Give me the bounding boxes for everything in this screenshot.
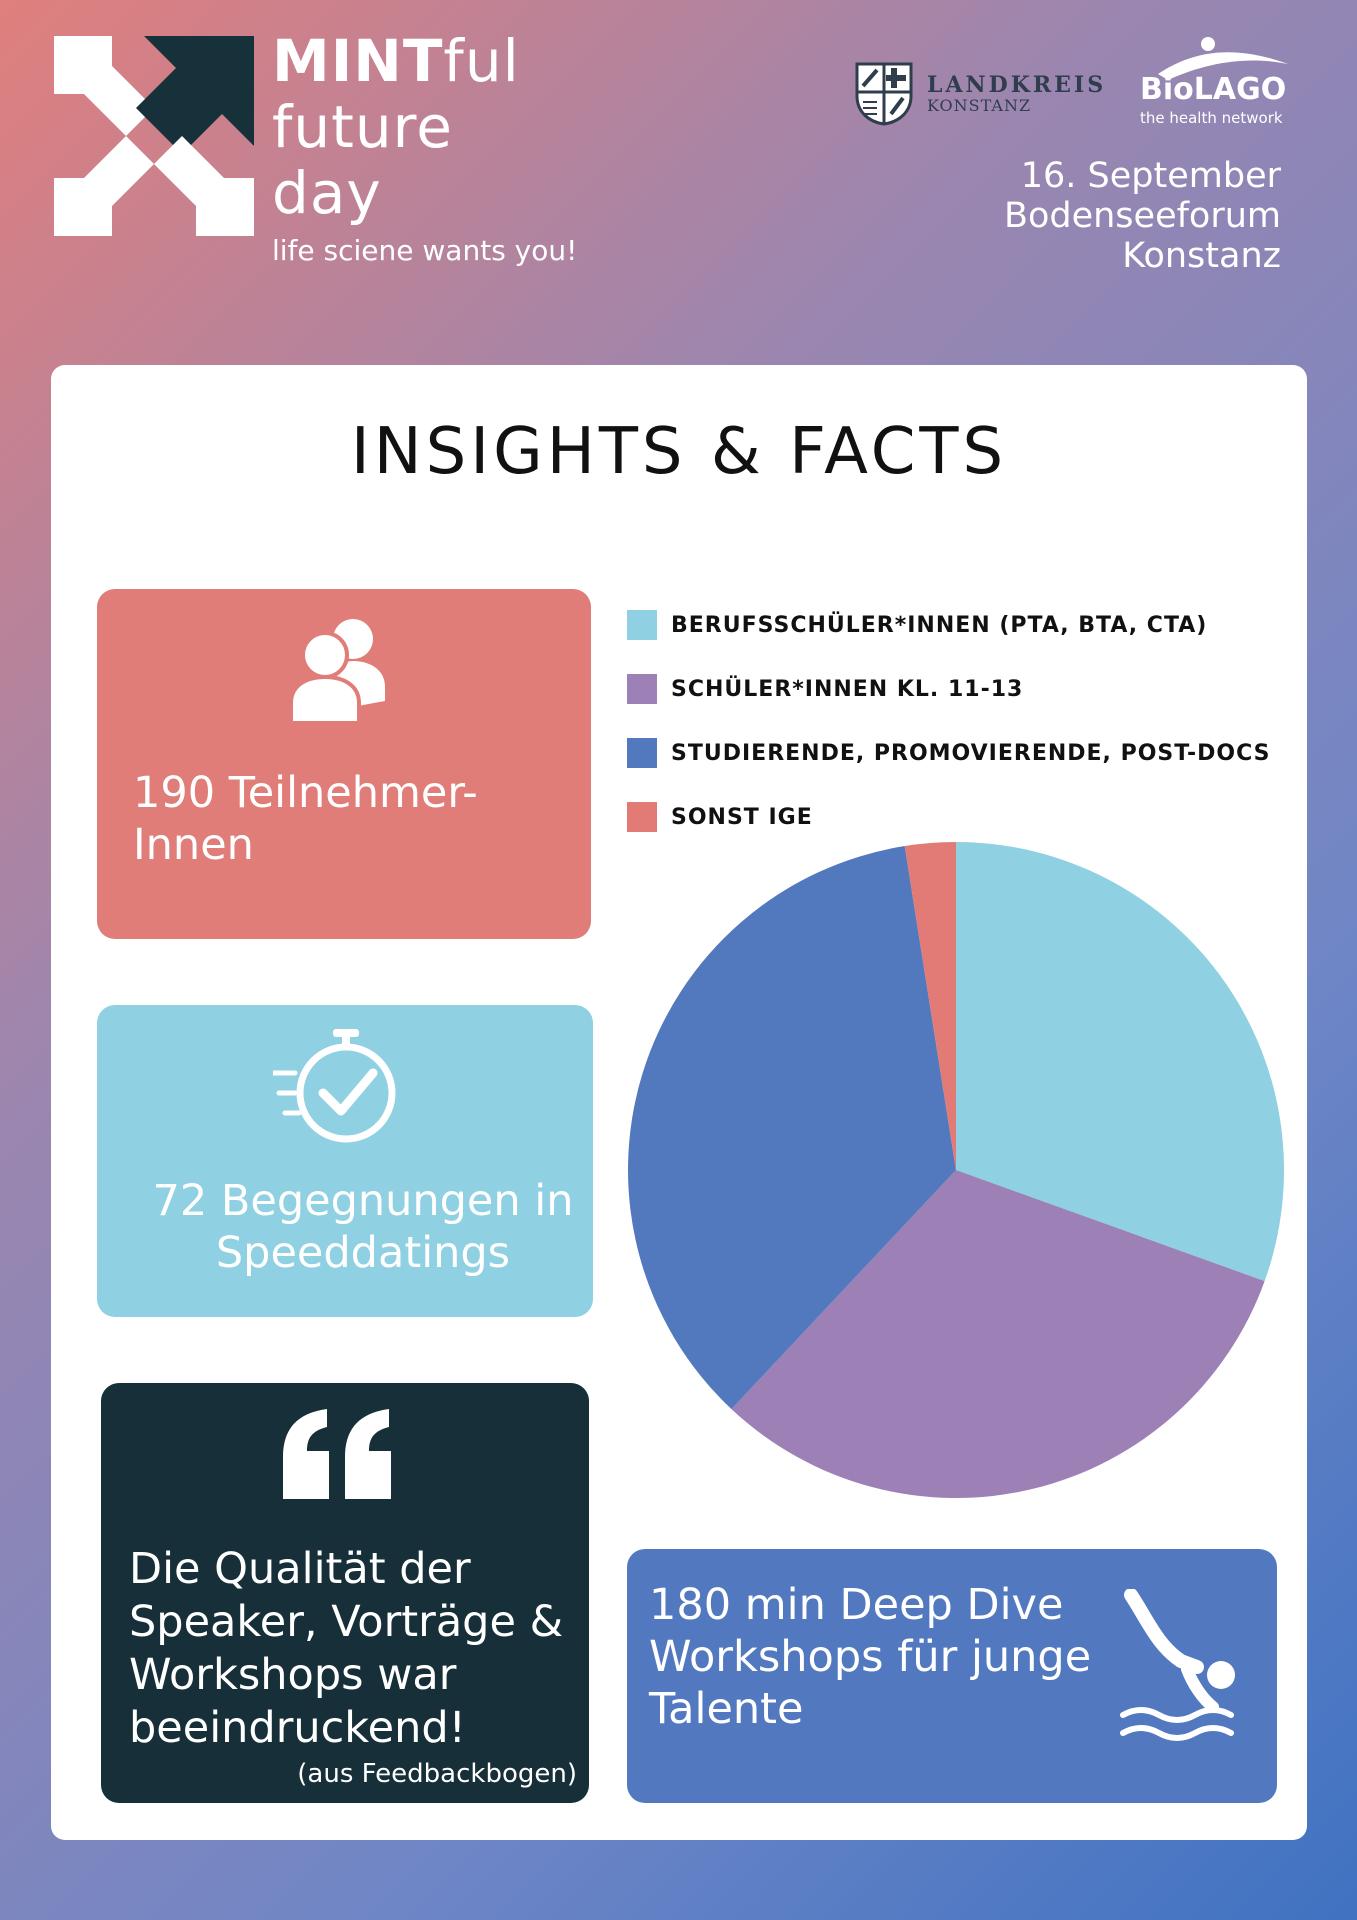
- legend-label-1: SCHÜLER*INNEN KL. 11-13: [671, 676, 1024, 702]
- deepdive-text: 180 min Deep Dive Workshops für junge Ta…: [649, 1580, 1092, 1734]
- legend-item: BERUFSSCHÜLER*INNEN (PTA, BTA, CTA): [627, 593, 1271, 657]
- legend-swatch-2: [627, 738, 657, 768]
- quote-text: Die Qualität der Speaker, Vorträge & Wor…: [129, 1544, 564, 1753]
- pie-slice-0: [956, 842, 1285, 1282]
- participants-box: 190 Teilnehmer-Innen: [97, 589, 591, 939]
- swimmer-logo-icon: [1158, 37, 1288, 80]
- sponsor2-title: BioLAGO: [1140, 72, 1287, 107]
- legend-label-2: STUDIERENDE, PROMOVIERENDE, POST-DOCS: [671, 740, 1271, 766]
- feedback-quote-box: Die Qualität der Speaker, Vorträge & Wor…: [101, 1383, 589, 1803]
- event-date: 16. September: [1020, 156, 1281, 196]
- logo-line-2: future: [272, 93, 453, 161]
- sponsor-landkreis-konstanz: LANDKREIS KONSTANZ: [855, 62, 1106, 126]
- pie-slice-3: [904, 842, 956, 1170]
- logo-tagline: life sciene wants you!: [272, 234, 578, 267]
- pie-slice-1: [731, 1170, 1265, 1498]
- users-icon: [289, 619, 385, 725]
- mintful-logo-icon: [54, 36, 254, 236]
- logo-line-1: MINTful: [272, 27, 520, 95]
- quote-source: (aus Feedbackbogen): [297, 1759, 577, 1789]
- logo-line-3: day: [272, 159, 382, 227]
- quote-mark-icon: [283, 1409, 391, 1499]
- legend-item: SCHÜLER*INNEN KL. 11-13: [627, 657, 1271, 721]
- pie-slice-2: [628, 846, 956, 1410]
- coat-of-arms-icon: [855, 62, 913, 126]
- sponsor-biolago: BioLAGO the health network: [1140, 34, 1310, 127]
- event-venue: Bodenseeforum: [1003, 196, 1281, 236]
- diver-swimmer-icon: [1120, 1589, 1235, 1741]
- legend-label-0: BERUFSSCHÜLER*INNEN (PTA, BTA, CTA): [671, 612, 1208, 638]
- fast-stopwatch-check-icon: [273, 1029, 396, 1143]
- insights-card: INSIGHTS & FACTS 190 Teilnehmer-Innen 72…: [51, 365, 1307, 1840]
- chart-legend: BERUFSSCHÜLER*INNEN (PTA, BTA, CTA) SCHÜ…: [627, 593, 1271, 849]
- card-title: INSIGHTS & FACTS: [350, 415, 1008, 489]
- legend-item: STUDIERENDE, PROMOVIERENDE, POST-DOCS: [627, 721, 1271, 785]
- legend-label-3: SONST IGE: [671, 804, 813, 830]
- event-info: 16. September Bodenseeforum Konstanz: [1004, 156, 1281, 276]
- event-city: Konstanz: [1122, 236, 1281, 276]
- sponsor1-title: LANDKREIS: [927, 72, 1107, 99]
- speeddating-text: 72 Begegnungen in Speeddatings: [152, 1176, 574, 1278]
- pie-chart: [628, 842, 1285, 1498]
- legend-item: SONST IGE: [627, 785, 1271, 849]
- legend-swatch-3: [627, 802, 657, 832]
- deepdive-box: 180 min Deep Dive Workshops für junge Ta…: [627, 1549, 1277, 1803]
- legend-swatch-0: [627, 610, 657, 640]
- sponsor2-subtitle: the health network: [1140, 109, 1283, 127]
- legend-swatch-1: [627, 674, 657, 704]
- participants-text: 190 Teilnehmer-Innen: [133, 768, 478, 870]
- sponsor1-subtitle: KONSTANZ: [927, 96, 1032, 116]
- logo-wordmark: MINTful future day life sciene wants you…: [272, 28, 577, 267]
- speeddating-box: 72 Begegnungen in Speeddatings: [97, 1005, 593, 1317]
